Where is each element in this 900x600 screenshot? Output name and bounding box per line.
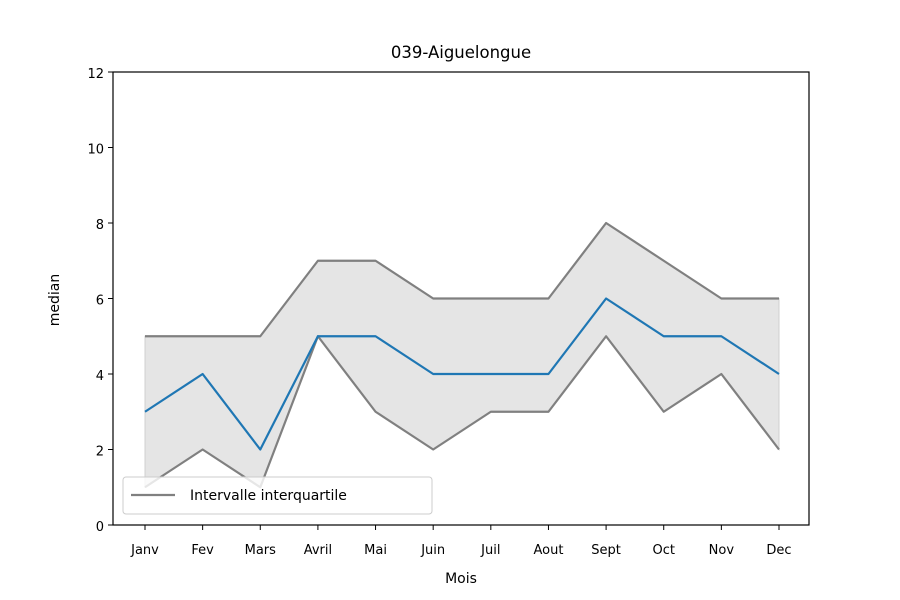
y-tick-label: 0 xyxy=(96,520,104,535)
x-tick-label: Fev xyxy=(191,543,214,558)
x-tick-label: Janv xyxy=(130,543,159,558)
x-tick-label: Avril xyxy=(304,543,332,558)
x-tick-label: Juil xyxy=(480,543,500,558)
median-line xyxy=(144,297,780,451)
x-axis-label: Mois xyxy=(445,571,477,587)
legend: Intervalle interquartile xyxy=(122,476,433,515)
x-tick-label: Juin xyxy=(420,543,445,558)
y-tick-label: 10 xyxy=(87,143,104,158)
x-tick-label: Mai xyxy=(364,543,387,558)
chart-title: 039-Aiguelongue xyxy=(391,43,531,62)
x-tick-label: Mars xyxy=(245,543,277,558)
x-tick-label: Dec xyxy=(766,543,791,558)
x-tick-label: Nov xyxy=(709,543,735,558)
x-tick-label: Oct xyxy=(652,543,674,558)
legend-label-iqr: Intervalle interquartile xyxy=(190,488,347,504)
y-tick-label: 8 xyxy=(96,218,104,233)
q3-line xyxy=(145,221,779,338)
y-tick-label: 4 xyxy=(96,369,104,384)
x-tick-label: Aout xyxy=(533,543,563,558)
y-tick-label: 12 xyxy=(87,67,104,82)
y-tick-label: 2 xyxy=(96,445,104,460)
legend-box xyxy=(122,476,433,515)
x-tick-label: Sept xyxy=(591,543,621,558)
axes: 0 2 4 6 8 10 12 Janv Fev Mars Avril Mai Juin Juil Aout… xyxy=(87,67,810,558)
y-axis-label: median xyxy=(47,274,63,326)
y-tick-label: 6 xyxy=(96,294,104,309)
